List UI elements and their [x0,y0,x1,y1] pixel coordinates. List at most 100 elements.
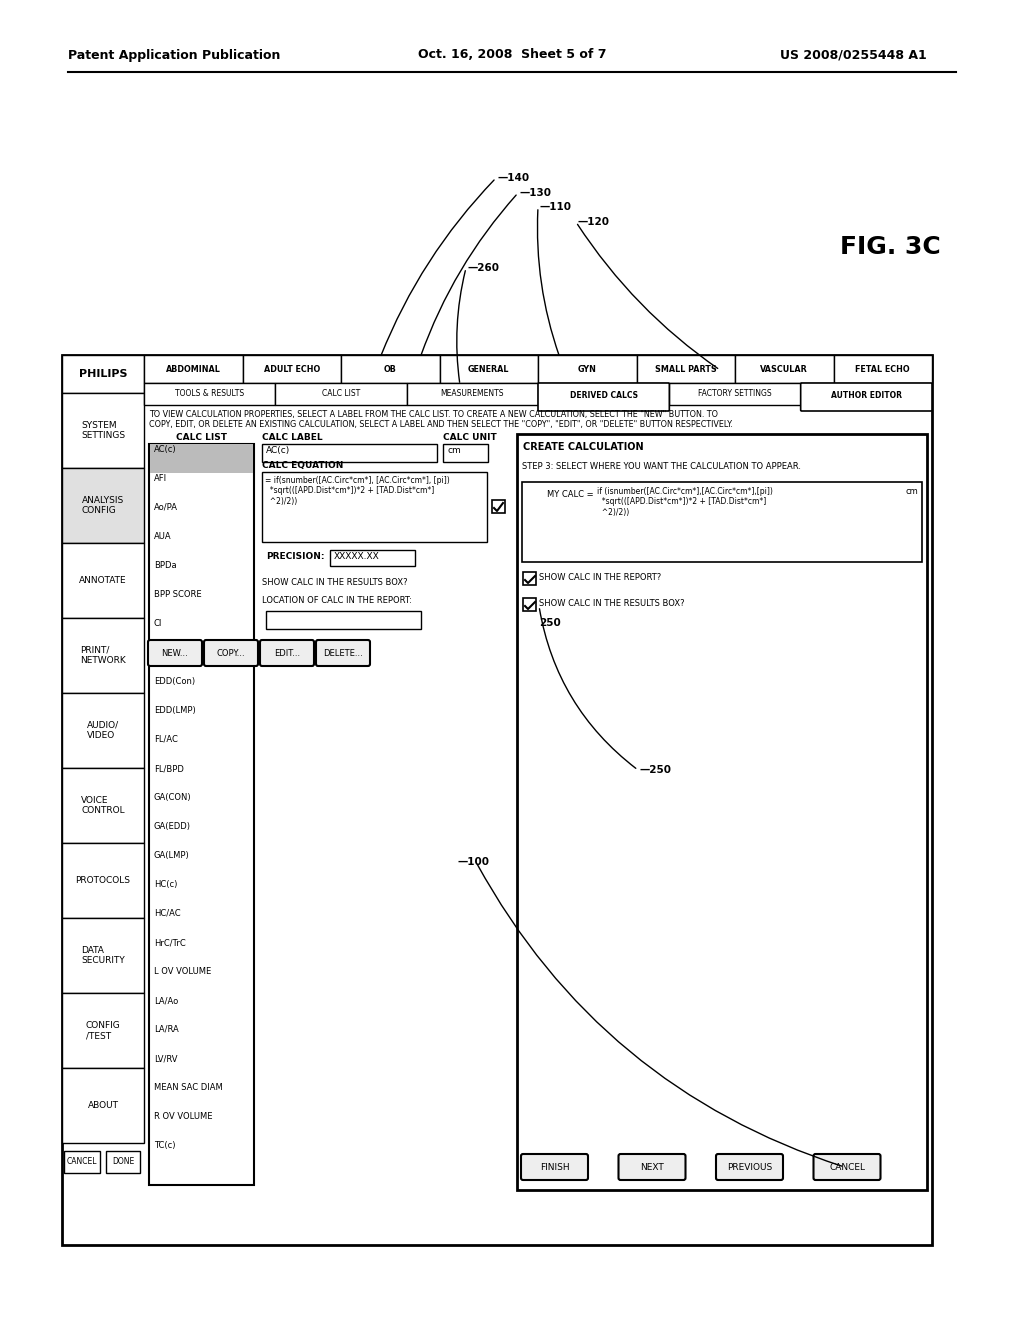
Text: DELETE...: DELETE... [324,648,362,657]
Bar [144,355,243,383]
Text: LA/RA: LA/RA [154,1026,179,1034]
Text: MEAN SAC DIAM: MEAN SAC DIAM [154,1082,223,1092]
Text: R OV VOLUME: R OV VOLUME [154,1111,213,1121]
FancyBboxPatch shape [801,383,932,411]
Bar [735,355,834,383]
Text: —100: —100 [458,857,490,867]
Text: ABOUT: ABOUT [87,1101,119,1110]
Text: L OV VOLUME: L OV VOLUME [154,968,211,975]
Text: AC(c): AC(c) [266,446,290,455]
Text: ABDOMINAL: ABDOMINAL [166,364,221,374]
Text: CANCEL: CANCEL [829,1163,865,1172]
Text: COPY...: COPY... [217,648,246,657]
Bar [517,434,927,1191]
Text: DONE: DONE [112,1158,134,1167]
Text: OB: OB [384,364,396,374]
Text: DATA
SECURITY: DATA SECURITY [81,946,125,965]
FancyBboxPatch shape [148,640,202,667]
Text: FACTORY SETTINGS: FACTORY SETTINGS [698,389,772,399]
Text: GA(EDD): GA(EDD) [154,822,191,832]
Bar [407,383,538,405]
Text: CALC LIST: CALC LIST [176,433,227,442]
Text: CALC UNIT: CALC UNIT [443,433,497,442]
Bar [243,355,341,383]
Bar [523,572,536,585]
Text: 250: 250 [539,618,561,628]
FancyBboxPatch shape [538,383,670,411]
Text: SHOW CALC IN THE RESULTS BOX?: SHOW CALC IN THE RESULTS BOX? [262,578,408,587]
Bar [150,444,253,473]
Text: Patent Application Publication: Patent Application Publication [68,49,281,62]
Text: GA(LMP): GA(LMP) [154,851,189,861]
Text: PROTOCOLS: PROTOCOLS [76,876,130,884]
FancyBboxPatch shape [813,1154,881,1180]
Text: BPDa: BPDa [154,561,176,570]
Bar [439,355,538,383]
Text: XXXXX.XX: XXXXX.XX [334,552,380,561]
Bar [62,393,144,469]
Bar [62,469,144,543]
Text: AC(c): AC(c) [154,445,176,454]
Bar [266,611,421,630]
Text: AUTHOR EDITOR: AUTHOR EDITOR [830,392,902,400]
Text: —110: —110 [540,202,572,213]
Text: AUA: AUA [154,532,172,541]
Text: LV/RV: LV/RV [154,1053,177,1063]
Text: LOCATION OF CALC IN THE REPORT:: LOCATION OF CALC IN THE REPORT: [262,597,412,605]
Bar [670,383,801,405]
Text: EDD(LMP): EDD(LMP) [154,706,196,715]
Text: FL/AC: FL/AC [154,735,178,744]
Text: DERIVED CALCS: DERIVED CALCS [569,392,638,400]
Bar [62,993,144,1068]
Bar [834,355,932,383]
Text: if (isnumber([AC.Circ*cm*],[AC.Circ*cm*],[pi])
  *sqrt(([APD.Dist*cm*])*2 + [TAD: if (isnumber([AC.Circ*cm*],[AC.Circ*cm*]… [597,487,773,517]
Text: —130: —130 [520,187,552,198]
Bar [341,355,439,383]
FancyBboxPatch shape [316,640,370,667]
Text: TO VIEW CALCULATION PROPERTIES, SELECT A LABEL FROM THE CALC LIST. TO CREATE A N: TO VIEW CALCULATION PROPERTIES, SELECT A… [150,411,733,429]
Text: GENERAL: GENERAL [468,364,510,374]
Bar [443,444,488,462]
FancyBboxPatch shape [618,1154,685,1180]
Bar [62,768,144,843]
Text: MEASUREMENTS: MEASUREMENTS [440,389,504,399]
Text: EDIT...: EDIT... [274,648,300,657]
Text: PHILIPS: PHILIPS [79,370,127,379]
Bar [275,383,407,405]
Text: SMALL PARTS: SMALL PARTS [655,364,717,374]
Text: CALC LIST: CALC LIST [322,389,360,399]
Text: Oct. 16, 2008  Sheet 5 of 7: Oct. 16, 2008 Sheet 5 of 7 [418,49,606,62]
Text: VOICE
CONTROL: VOICE CONTROL [81,796,125,816]
Text: US 2008/0255448 A1: US 2008/0255448 A1 [780,49,927,62]
Text: TOOLS & RESULTS: TOOLS & RESULTS [175,389,245,399]
Text: —140: —140 [498,173,530,183]
Bar [538,355,637,383]
Text: —120: —120 [578,216,610,227]
Bar [637,355,735,383]
Bar [330,550,415,566]
Text: EDD(AUA): EDD(AUA) [154,648,197,657]
Bar [144,383,275,405]
Text: Ao/PA: Ao/PA [154,503,178,512]
Bar [62,693,144,768]
Bar [62,1068,144,1143]
Text: GA(CON): GA(CON) [154,793,191,803]
Bar [63,1151,100,1173]
FancyBboxPatch shape [521,1154,588,1180]
Text: MY CALC =: MY CALC = [547,490,594,499]
Text: NEW...: NEW... [162,648,188,657]
Text: CREATE CALCULATION: CREATE CALCULATION [523,442,644,451]
Bar [62,917,144,993]
FancyBboxPatch shape [260,640,314,667]
Text: CANCEL: CANCEL [67,1158,97,1167]
Text: PRECISION:: PRECISION: [266,552,325,561]
Bar [262,473,487,543]
Text: STEP 3: SELECT WHERE YOU WANT THE CALCULATION TO APPEAR.: STEP 3: SELECT WHERE YOU WANT THE CALCUL… [522,462,801,471]
Text: CALC LABEL: CALC LABEL [262,433,323,442]
Text: FETAL ECHO: FETAL ECHO [855,364,910,374]
Bar [106,1151,140,1173]
Text: FIG. 3C: FIG. 3C [840,235,941,259]
Text: AUDIO/
VIDEO: AUDIO/ VIDEO [87,721,119,741]
FancyBboxPatch shape [204,640,258,667]
Text: FL/BPD: FL/BPD [154,764,184,774]
